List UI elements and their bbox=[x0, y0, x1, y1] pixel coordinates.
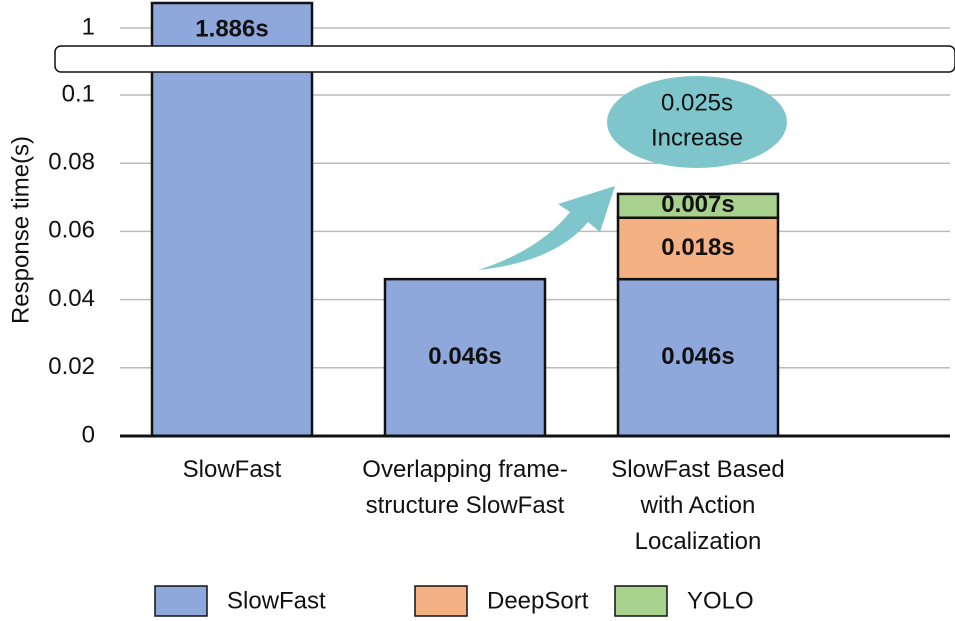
arrow bbox=[478, 186, 615, 270]
x-tick-label: SlowFast Based with Action Localization bbox=[611, 456, 785, 555]
value-label: 0.007s bbox=[661, 191, 734, 218]
annotation-bubble bbox=[607, 76, 787, 168]
y-tick-label: 0.02 bbox=[48, 353, 95, 380]
x-tick-label: Overlapping frame-structure SlowFast bbox=[362, 456, 568, 519]
y-tick-label: 0.08 bbox=[48, 149, 95, 176]
bar-segment bbox=[616, 277, 780, 438]
value-label: 0.046s bbox=[661, 343, 734, 370]
y-tick-label: 0.1 bbox=[62, 80, 95, 107]
legend-label: YOLO bbox=[687, 587, 754, 614]
y-tick-label: 0 bbox=[82, 421, 95, 448]
axis-break bbox=[54, 45, 955, 73]
bar-segment bbox=[616, 192, 780, 220]
x-tick-label: SlowFast bbox=[182, 456, 282, 483]
bar-segment bbox=[383, 277, 547, 438]
annotation: 0.025s bbox=[661, 89, 733, 116]
value-label: 1.886s bbox=[195, 15, 268, 42]
annotation: Increase bbox=[651, 124, 743, 151]
legend-label: DeepSort bbox=[487, 587, 589, 614]
legend-swatch bbox=[414, 585, 468, 617]
y-tick-label: 0.04 bbox=[48, 285, 95, 312]
legend-swatch bbox=[614, 585, 668, 617]
y-tick-label: 0.06 bbox=[48, 217, 95, 244]
legend-label: SlowFast bbox=[227, 587, 326, 614]
y-tick-label: 1 bbox=[82, 13, 95, 40]
legend-swatch bbox=[154, 585, 208, 617]
y-axis-label: Response time(s) bbox=[7, 136, 34, 324]
value-label: 0.018s bbox=[661, 234, 734, 261]
value-label: 0.046s bbox=[428, 343, 501, 370]
